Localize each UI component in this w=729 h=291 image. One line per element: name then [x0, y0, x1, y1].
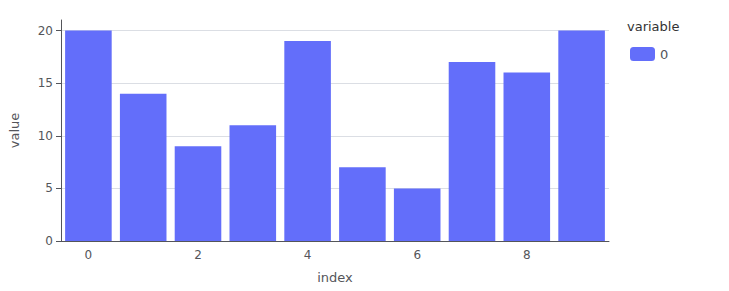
svg-text:2: 2	[194, 248, 202, 262]
svg-text:index: index	[317, 270, 353, 285]
svg-text:0: 0	[660, 47, 668, 62]
svg-text:0: 0	[45, 234, 53, 248]
svg-text:variable: variable	[627, 19, 679, 34]
svg-text:0: 0	[85, 248, 93, 262]
svg-text:5: 5	[45, 181, 53, 195]
svg-text:20: 20	[38, 24, 53, 38]
svg-text:8: 8	[523, 248, 531, 262]
svg-text:10: 10	[38, 129, 53, 143]
svg-text:6: 6	[413, 248, 421, 262]
svg-text:value: value	[7, 113, 22, 149]
svg-text:15: 15	[38, 76, 53, 90]
svg-text:4: 4	[304, 248, 312, 262]
